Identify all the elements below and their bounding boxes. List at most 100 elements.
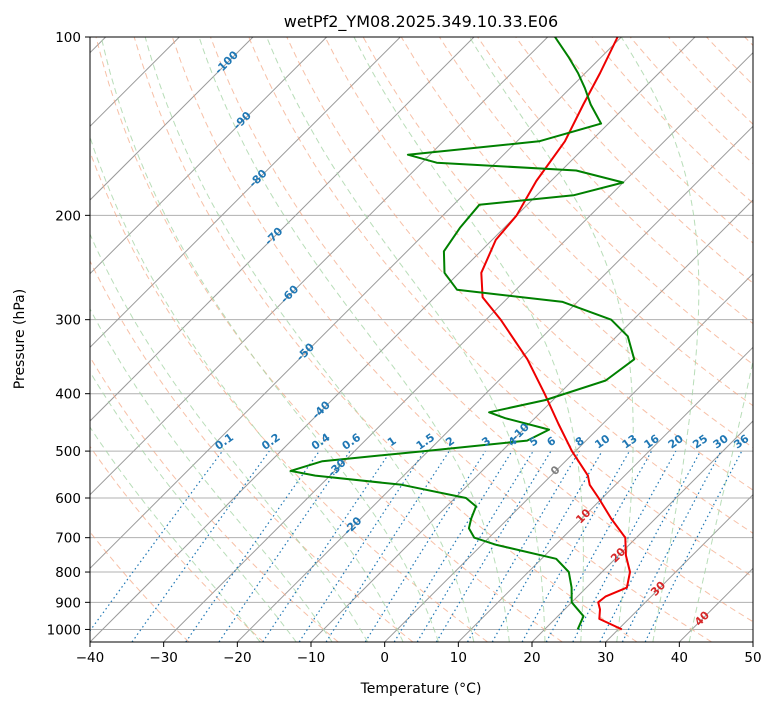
isotherm-label: -60 (278, 282, 301, 305)
x-axis: −40 −30 −20 −10 0 10 20 30 40 50 (76, 642, 762, 666)
y-tick-label: 400 (55, 387, 81, 403)
background-lines (90, 37, 753, 642)
dry-adiabat-line (668, 37, 753, 125)
moist-adiabat-line (90, 308, 333, 642)
dry-adiabat-line (95, 37, 563, 642)
dry-adiabat-line (248, 37, 753, 578)
moist-adiabat-line (90, 135, 404, 642)
mixing-ratio-line (90, 450, 223, 632)
mixing-ratio-line (218, 450, 351, 642)
y-tick-label: 300 (55, 313, 81, 329)
isotherm-line (531, 420, 753, 642)
moist-adiabat-line (90, 370, 297, 642)
dry-adiabat-line (90, 356, 339, 642)
isotherm-line (384, 272, 753, 642)
dry-adiabat-line (324, 37, 753, 491)
isotherm-line (605, 493, 753, 642)
mixing-ratio-line (435, 450, 552, 642)
mixing-ratio-line (466, 450, 580, 642)
mixing-ratio-label: 0.1 (213, 431, 236, 453)
isotherm-line (90, 37, 401, 349)
mixing-ratio-label: 20 (666, 432, 686, 452)
y-tick-label: 600 (55, 491, 81, 507)
dry-adiabat-line (286, 37, 753, 534)
mixing-ratio-line (325, 450, 450, 642)
moist-adiabat-line (90, 426, 261, 642)
mixing-ratio-line (572, 450, 677, 642)
isotherm-line (457, 346, 753, 642)
dry-adiabat-line (744, 37, 753, 47)
y-tick-label: 200 (55, 208, 81, 224)
temperature-profile-line (480, 37, 631, 631)
mixing-ratio-label: 0.2 (259, 431, 282, 453)
moist-adiabat-line (353, 37, 584, 642)
isotherm-label: -20 (341, 514, 364, 537)
moist-adiabat-line (100, 37, 439, 642)
dry-adiabat-line (90, 150, 488, 642)
dry-adiabat-line (133, 37, 638, 642)
moist-adiabat-line (90, 232, 369, 642)
isotherm-line (90, 37, 328, 275)
dewpoint-profile-line (289, 37, 636, 630)
chart-title: wetPf2_YM08.2025.349.10.33.E06 (284, 12, 558, 32)
y-tick-label: 800 (55, 565, 81, 581)
x-tick-label: 10 (450, 650, 467, 666)
mixing-ratio-label: 5 (527, 434, 541, 449)
mixing-ratio-line (599, 450, 702, 642)
mixing-ratio-label: 0.6 (340, 431, 364, 453)
dry-adiabat-line (706, 37, 753, 86)
mixing-ratio-label: 10 (592, 432, 612, 452)
mixing-ratio-label: 36 (731, 432, 751, 452)
isotherm-line (752, 641, 753, 642)
dry-adiabat-line (90, 259, 414, 642)
dry-adiabat-line (90, 531, 190, 642)
isotherm-line (163, 51, 753, 642)
mixing-ratio-label: 3 (479, 434, 493, 449)
moist-adiabat-line (620, 37, 700, 642)
moist-adiabat-line (144, 37, 475, 642)
isotherm-line (90, 37, 696, 642)
mixing-ratio-line (185, 450, 320, 642)
isotherm-label: -70 (262, 225, 285, 248)
isotherm-label: 10 (573, 506, 593, 526)
moist-adiabat-line (469, 37, 634, 642)
y-tick-label: 100 (55, 30, 81, 46)
mixing-ratio-line (393, 450, 513, 642)
isotherm-line (90, 37, 622, 570)
x-tick-label: 30 (597, 650, 614, 666)
x-tick-label: −20 (223, 650, 252, 666)
x-axis-title: Temperature (°C) (360, 681, 482, 697)
mixing-ratio-line (416, 450, 534, 642)
isotherm-line (678, 567, 753, 642)
mixing-ratio-line (298, 450, 425, 642)
mixing-ratio-label: 6 (545, 434, 559, 449)
moist-adiabat-line (688, 358, 753, 642)
moist-adiabat-line (266, 37, 546, 642)
moist-adiabat-line (198, 37, 510, 642)
y-axis-title: Pressure (hPa) (12, 289, 28, 389)
dry-adiabat-line (90, 445, 264, 642)
profile-lines (289, 37, 636, 631)
x-tick-label: 40 (671, 650, 688, 666)
isotherm-line (90, 37, 475, 422)
y-tick-label: 1000 (47, 622, 81, 638)
mixing-ratio-line (364, 450, 486, 642)
x-tick-label: −10 (297, 650, 326, 666)
dry-adiabat-line (438, 37, 753, 366)
x-tick-label: 50 (744, 650, 761, 666)
mixing-ratio-line (262, 450, 392, 642)
dry-adiabat-line (210, 37, 753, 623)
x-tick-label: 20 (523, 650, 540, 666)
mixing-ratio-label: 13 (620, 432, 640, 451)
y-axis: 100 200 300 400 500 600 700 800 900 1000 (47, 30, 90, 638)
x-tick-label: −40 (76, 650, 105, 666)
y-tick-label: 500 (55, 444, 81, 460)
mixing-ratio-label: 16 (642, 432, 662, 452)
plot-frame (89, 36, 754, 643)
isotherm-line (236, 125, 753, 642)
isotherm-line (90, 37, 549, 496)
x-tick-label: −30 (149, 650, 178, 666)
isotherm-line (90, 37, 254, 201)
dry-adiabat-line (515, 37, 753, 284)
